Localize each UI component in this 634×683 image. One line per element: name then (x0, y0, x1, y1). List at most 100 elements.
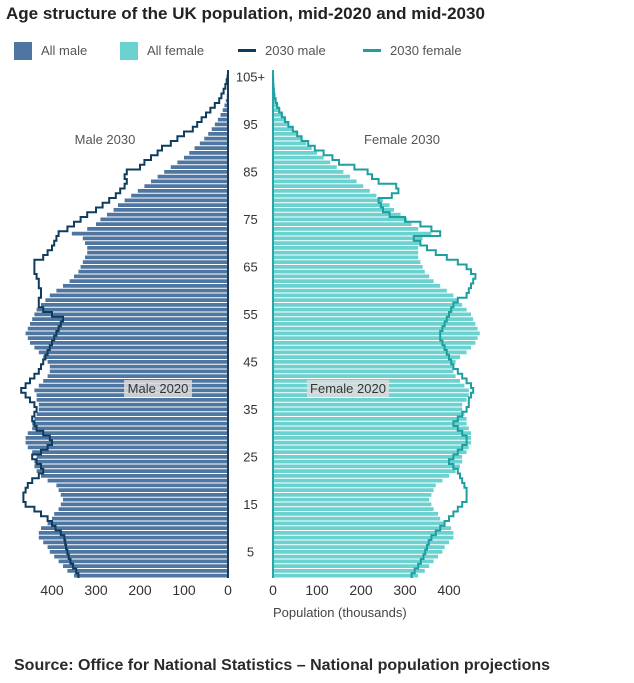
bar-all-female-age-15 (273, 502, 432, 507)
bar-all-male-age-72 (71, 231, 228, 236)
bar-all-male-age-34 (36, 412, 228, 416)
bar-all-female-age-6 (273, 545, 445, 549)
bar-all-male-age-50 (27, 336, 228, 340)
bar-all-female-age-83 (273, 179, 357, 184)
bar-all-male-age-56 (36, 307, 228, 312)
bar-all-female-age-20 (273, 478, 443, 483)
age-tick-label-5: 5 (247, 544, 254, 559)
bar-all-female-age-7 (273, 540, 449, 545)
bar-all-female-age-76 (273, 212, 401, 217)
bar-all-male-age-95 (214, 122, 228, 127)
bar-all-male-age-13 (54, 512, 229, 516)
bar-all-male-age-97 (220, 113, 228, 117)
bar-all-male-age-88 (184, 155, 228, 160)
bar-all-female-age-16 (273, 497, 430, 502)
bar-all-female-age-58 (273, 298, 458, 302)
bar-all-female-age-64 (273, 269, 425, 274)
bar-all-male-age-62 (69, 279, 228, 283)
bar-all-male-age-52 (27, 326, 228, 331)
bar-all-male-age-23 (34, 464, 229, 469)
bar-all-female-age-57 (273, 303, 463, 307)
bar-all-male-age-44 (49, 364, 228, 369)
bar-all-male-age-81 (137, 189, 228, 193)
bar-all-female-age-87 (273, 160, 331, 165)
age-tick-label-75: 75 (243, 212, 257, 227)
legend-swatch-2030-male (238, 49, 256, 52)
bar-all-male-age-74 (96, 222, 228, 226)
bar-all-female-age-45 (273, 360, 456, 364)
bar-all-male-age-76 (107, 212, 228, 217)
bar-all-male-age-17 (60, 493, 228, 497)
bar-all-female-age-22 (273, 469, 456, 473)
bar-all-male-age-19 (56, 483, 229, 488)
bar-all-female-age-96 (273, 117, 287, 122)
bar-all-male-age-28 (25, 440, 228, 445)
bar-all-male-age-36 (38, 402, 228, 407)
bar-all-female-age-61 (273, 284, 441, 288)
bar-all-male-age-54 (32, 317, 229, 321)
bar-all-female-age-65 (273, 265, 423, 269)
bar-all-male-age-73 (87, 227, 228, 231)
bar-all-female-age-25 (273, 455, 463, 459)
bar-all-female-age-8 (273, 535, 454, 540)
age-tick-label-105plus: 105+ (236, 69, 265, 84)
legend-swatch-all-female (120, 42, 138, 60)
bar-all-male-age-69 (87, 246, 228, 250)
bar-all-male-age-90 (194, 146, 228, 150)
bar-all-female-age-42 (273, 374, 456, 378)
bar-all-female-age-91 (273, 141, 307, 146)
age-tick-label-35: 35 (243, 402, 257, 417)
bar-all-female-age-95 (273, 122, 290, 127)
bar-all-female-age-23 (273, 464, 460, 469)
bar-all-female-age-78 (273, 203, 390, 207)
bar-all-female-age-54 (273, 317, 474, 321)
bar-all-male-age-55 (34, 312, 229, 317)
bar-all-female-age-48 (273, 345, 471, 350)
bar-all-male-age-26 (32, 450, 229, 454)
bar-all-male-age-71 (82, 236, 228, 241)
bar-all-female-age-14 (273, 507, 434, 511)
bar-all-female-age-2 (273, 564, 430, 568)
x-tick-male-0: 0 (224, 582, 232, 598)
bar-all-female-age-79 (273, 198, 383, 203)
bar-all-female-age-29 (273, 436, 471, 440)
bar-all-male-age-3 (58, 559, 228, 564)
bar-all-male-age-11 (47, 521, 228, 526)
bar-all-female-age-97 (273, 113, 284, 117)
bar-all-male-age-30 (27, 431, 228, 435)
bar-all-male-age-16 (63, 497, 228, 502)
bar-all-female-age-32 (273, 421, 467, 426)
bar-all-female-age-92 (273, 136, 302, 141)
bar-all-male-age-31 (32, 426, 229, 431)
bar-all-female-age-13 (273, 512, 438, 516)
bar-all-male-age-46 (43, 355, 229, 359)
bar-all-male-age-37 (36, 398, 228, 402)
x-tick-male-400: 400 (40, 582, 64, 598)
bar-all-male-age-98 (222, 108, 228, 112)
x-tick-female-400: 400 (437, 582, 461, 598)
x-tick-female-100: 100 (305, 582, 329, 598)
bar-all-female-age-36 (273, 402, 463, 407)
bar-all-male-age-4 (54, 554, 229, 559)
annotation-female-2020: Female 2020 (310, 381, 386, 396)
bar-all-female-age-1 (273, 569, 425, 573)
bar-all-male-age-92 (204, 136, 228, 141)
bar-all-male-age-5 (49, 550, 228, 554)
bar-all-male-age-6 (47, 545, 228, 549)
bar-all-male-age-65 (80, 265, 228, 269)
x-tick-female-200: 200 (349, 582, 373, 598)
bar-all-female-age-28 (273, 440, 471, 445)
age-tick-label-85: 85 (243, 164, 257, 179)
legend-label-all-female: All female (147, 43, 205, 58)
bar-all-male-age-57 (41, 303, 228, 307)
bar-all-female-age-69 (273, 246, 419, 250)
bar-all-male-age-18 (58, 488, 228, 492)
bar-all-male-age-29 (25, 436, 228, 440)
bar-all-female-age-56 (273, 307, 467, 312)
age-tick-label-25: 25 (243, 449, 257, 464)
bar-all-female-age-99 (273, 103, 279, 108)
bar-all-male-age-7 (43, 540, 229, 545)
bar-all-male-age-59 (49, 293, 228, 298)
legend-swatch-2030-female (363, 49, 381, 52)
